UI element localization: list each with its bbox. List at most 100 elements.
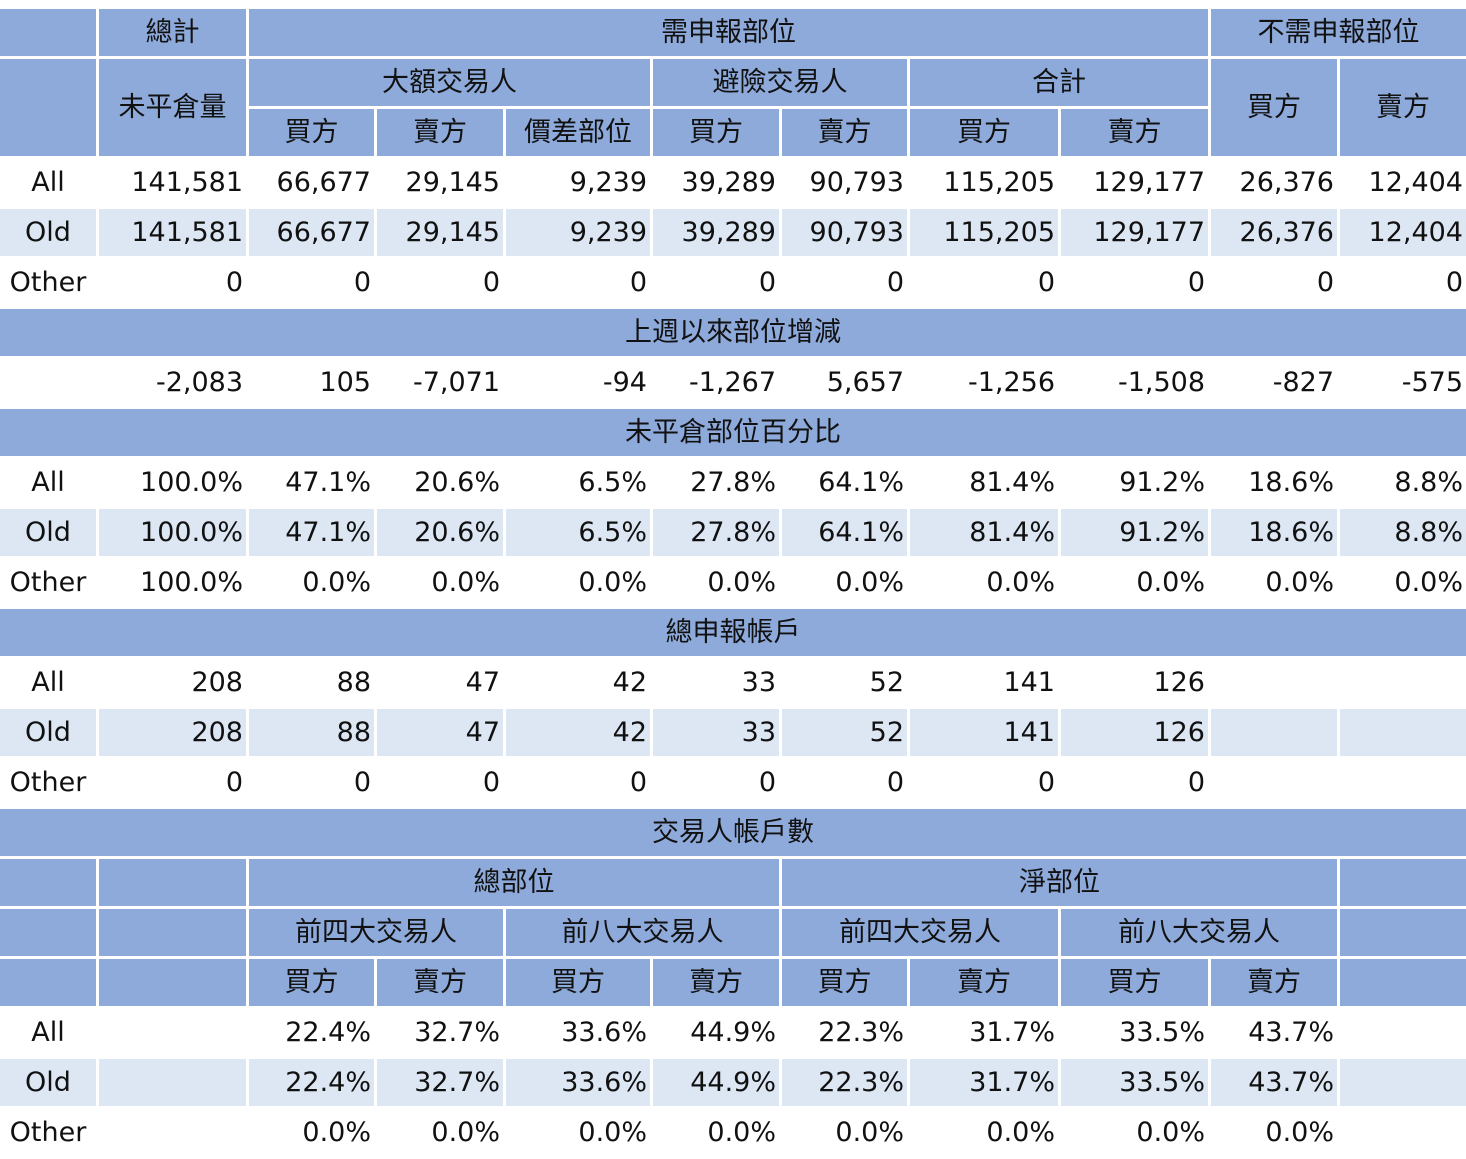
cell-value: 0.0% [653,559,779,606]
header-blank [1340,859,1466,906]
table-row: Other 0.0% 0.0% 0.0% 0.0% 0.0% 0.0% 0.0%… [0,1109,1466,1156]
cell-value: 141,581 [99,159,246,206]
header-subtotal-sell: 賣方 [1061,109,1208,156]
cell-value: 32.7% [377,1059,503,1106]
header-nonrep-buy: 買方 [1211,59,1337,156]
cell-value: 32.7% [377,1009,503,1056]
header-large-spread: 價差部位 [506,109,650,156]
header-sell: 賣方 [1211,959,1337,1006]
conc-header-row-3: 買方 賣方 買方 賣方 買方 賣方 買方 賣方 [0,959,1466,1006]
cell-value: -1,267 [653,359,779,406]
section-header-row: 未平倉部位百分比 [0,409,1466,456]
cell-value: 0.0% [1340,559,1466,606]
cell-value: 100.0% [99,459,246,506]
cell-value: -7,071 [377,359,503,406]
header-reportable: 需申報部位 [249,9,1208,56]
cell-value: 18.6% [1211,459,1337,506]
cell-value: 33 [653,709,779,756]
cell-empty [1340,1059,1466,1106]
cell-value: 0.0% [910,1109,1058,1156]
cell-empty [1340,759,1466,806]
conc-header-row-2: 前四大交易人 前八大交易人 前四大交易人 前八大交易人 [0,909,1466,956]
cell-value: 0 [1061,759,1208,806]
cell-empty [1340,709,1466,756]
table-row: All 141,581 66,677 29,145 9,239 39,289 9… [0,159,1466,206]
cell-value: 0.0% [782,1109,907,1156]
cell-value: 91.2% [1061,509,1208,556]
cell-empty [1211,709,1337,756]
cell-value: 141,581 [99,209,246,256]
table-row: All 208 88 47 42 33 52 141 126 [0,659,1466,706]
cell-value: 91.2% [1061,459,1208,506]
table-row: -2,083 105 -7,071 -94 -1,267 5,657 -1,25… [0,359,1466,406]
cell-empty [99,1009,246,1056]
cell-value: 43.7% [1211,1009,1337,1056]
cell-value: 33.5% [1061,1009,1208,1056]
table-row: Other 0 0 0 0 0 0 0 0 [0,759,1466,806]
cell-value: 0.0% [1061,559,1208,606]
header-blank [99,959,246,1006]
cell-value: 141 [910,659,1058,706]
header-blank [99,859,246,906]
cell-value: -1,256 [910,359,1058,406]
table-row: Old 22.4% 32.7% 33.6% 44.9% 22.3% 31.7% … [0,1059,1466,1106]
header-sell: 賣方 [653,959,779,1006]
conc-header-row-1: 總部位 淨部位 [0,859,1466,906]
cell-value: 0.0% [249,1109,374,1156]
cell-value: 0.0% [910,559,1058,606]
cell-value: 0 [377,759,503,806]
cell-value: 126 [1061,709,1208,756]
row-label: Other [0,559,96,606]
cell-value: 0 [782,259,907,306]
cell-empty [1340,1009,1466,1056]
cell-value: -94 [506,359,650,406]
cell-value: 31.7% [910,1009,1058,1056]
cell-value: 0 [653,759,779,806]
cell-value: -2,083 [99,359,246,406]
header-buy: 買方 [506,959,650,1006]
cell-value: 47 [377,709,503,756]
cell-value: -575 [1340,359,1466,406]
cell-value: 18.6% [1211,509,1337,556]
cell-value: 22.3% [782,1009,907,1056]
row-label: Old [0,1059,96,1106]
cell-value: 0.0% [1211,559,1337,606]
header-hedger-sell: 賣方 [782,109,907,156]
header-gross-top4: 前四大交易人 [249,909,503,956]
cell-value: 66,677 [249,209,374,256]
cell-value: 115,205 [910,159,1058,206]
cell-value: 0 [1340,259,1466,306]
cell-value: -827 [1211,359,1337,406]
header-sell: 賣方 [377,959,503,1006]
row-label: All [0,459,96,506]
cell-value: 64.1% [782,509,907,556]
cell-value: 141 [910,709,1058,756]
header-blank [0,859,96,906]
cell-value: 0 [782,759,907,806]
cell-value: 43.7% [1211,1059,1337,1106]
cell-value: 33.6% [506,1009,650,1056]
cell-value: 39,289 [653,159,779,206]
cell-value: 20.6% [377,459,503,506]
header-nonreportable: 不需申報部位 [1211,9,1466,56]
cell-value: 0 [506,259,650,306]
cell-value: 0.0% [377,1109,503,1156]
cell-value: 33.5% [1061,1059,1208,1106]
cell-value: 27.8% [653,459,779,506]
cell-value: 90,793 [782,209,907,256]
cell-value: 0.0% [506,559,650,606]
section-header-row: 總申報帳戶 [0,609,1466,656]
cell-empty [1340,1109,1466,1156]
row-label: Old [0,509,96,556]
cell-value: 22.4% [249,1009,374,1056]
cell-value: 81.4% [910,509,1058,556]
row-label: Old [0,209,96,256]
cell-value: 8.8% [1340,509,1466,556]
header-large-traders: 大額交易人 [249,59,650,106]
cell-value: 33 [653,659,779,706]
table-row: Other 100.0% 0.0% 0.0% 0.0% 0.0% 0.0% 0.… [0,559,1466,606]
row-label: Other [0,259,96,306]
cell-value: 12,404 [1340,209,1466,256]
header-hedger-buy: 買方 [653,109,779,156]
row-label: All [0,659,96,706]
